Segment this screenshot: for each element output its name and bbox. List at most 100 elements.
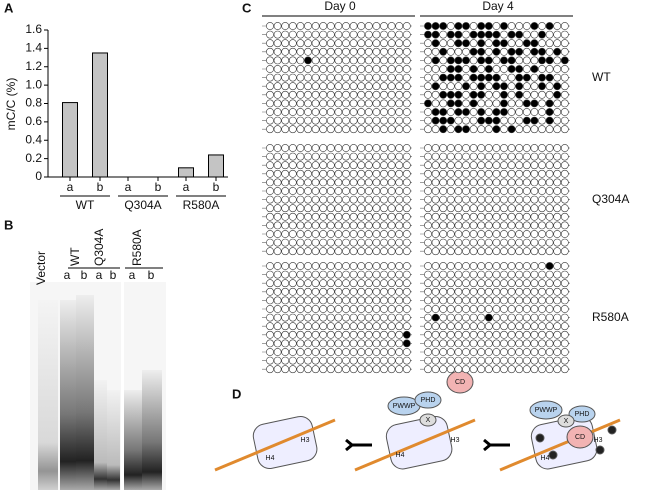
cpg-site — [395, 125, 404, 134]
cpg-site — [311, 296, 320, 305]
cpg-site — [357, 238, 366, 247]
cpg-site — [439, 322, 448, 331]
cpg-site — [439, 30, 448, 39]
cpg-site — [431, 30, 440, 39]
cpg-site — [446, 330, 455, 339]
cpg-site — [319, 339, 328, 348]
cpg-site — [395, 178, 404, 187]
cpg-site — [387, 73, 396, 82]
cpg-site — [334, 108, 343, 116]
cpg-site — [296, 125, 305, 134]
cpg-site — [288, 330, 297, 339]
cpg-site — [515, 279, 524, 288]
cpg-site — [477, 144, 486, 152]
cpg-site — [431, 330, 440, 339]
cpg-site — [273, 90, 282, 99]
cpg-site — [402, 178, 411, 187]
cpg-site — [530, 169, 539, 178]
cpg-site — [424, 73, 432, 82]
cpg-site — [380, 221, 388, 230]
cpg-site — [538, 39, 546, 48]
cpg-site — [319, 348, 328, 356]
cpg-site — [326, 270, 335, 279]
cpg-site — [349, 230, 358, 238]
cpg-site — [387, 56, 396, 65]
cpg-site — [334, 99, 343, 108]
cpg-site — [446, 195, 455, 204]
cpg-site — [492, 108, 501, 116]
cpg-site — [349, 339, 358, 348]
cpg-site — [446, 30, 455, 39]
cpg-site — [311, 73, 320, 82]
cpg-site — [484, 82, 493, 91]
cpg-site — [387, 125, 396, 134]
cpg-site — [431, 187, 440, 195]
cpg-site — [522, 178, 531, 187]
cpg-site — [530, 330, 539, 339]
cpg-site — [319, 322, 328, 331]
cpg-site — [372, 161, 381, 170]
cpg-site — [326, 348, 335, 356]
cpg-site — [439, 330, 448, 339]
cpg-site — [319, 365, 328, 374]
cpg-site — [446, 356, 455, 365]
cpg-site — [492, 262, 501, 270]
cpg-site — [553, 322, 562, 331]
cpg-site — [507, 178, 516, 187]
cpg-site — [538, 296, 546, 305]
cpg-site — [462, 108, 470, 116]
cpg-site — [538, 212, 546, 221]
cpg-site — [560, 322, 569, 331]
cpg-site — [500, 161, 508, 170]
cpg-site — [553, 65, 562, 73]
cpg-site — [538, 287, 546, 296]
cpg-site — [530, 56, 539, 65]
cpg-site — [273, 230, 282, 238]
cpg-site — [319, 108, 328, 116]
cpg-site — [515, 99, 524, 108]
cpg-site — [492, 287, 501, 296]
cpg-site — [446, 296, 455, 305]
cpg-site — [402, 296, 411, 305]
cpg-site — [469, 230, 478, 238]
cpg-site — [349, 330, 358, 339]
cpg-site — [349, 82, 358, 91]
cpg-site — [372, 365, 381, 374]
cpg-site — [515, 65, 524, 73]
cpg-site — [364, 144, 373, 152]
cpg-site — [387, 365, 396, 374]
cpg-site — [266, 296, 274, 305]
cpg-site — [395, 279, 404, 288]
cpg-site — [507, 230, 516, 238]
cpg-site — [492, 305, 501, 313]
cpg-site — [469, 212, 478, 221]
cpg-site — [319, 221, 328, 230]
cpg-site — [522, 322, 531, 331]
cpg-site — [545, 65, 554, 73]
cpg-site — [515, 330, 524, 339]
cpg-site — [484, 73, 493, 82]
cpg-site — [522, 90, 531, 99]
cpg-site — [387, 152, 396, 161]
cpg-site — [500, 178, 508, 187]
cpg-site — [402, 99, 411, 108]
cpg-site — [281, 230, 290, 238]
cpg-site — [477, 90, 486, 99]
cpg-site — [522, 296, 531, 305]
cpg-site — [296, 90, 305, 99]
cpg-site — [311, 365, 320, 374]
cpg-site — [311, 22, 320, 30]
cpg-site — [357, 339, 366, 348]
cpg-site — [462, 238, 470, 247]
cpg-site — [507, 30, 516, 39]
cpg-site — [560, 152, 569, 161]
cpg-site — [273, 279, 282, 288]
cpg-site — [477, 125, 486, 134]
cpg-site — [553, 178, 562, 187]
cpg-site — [553, 169, 562, 178]
cpg-site — [342, 195, 350, 204]
cpg-site — [395, 108, 404, 116]
cpg-site — [342, 313, 350, 322]
cpg-site — [553, 313, 562, 322]
cpg-site — [288, 262, 297, 270]
